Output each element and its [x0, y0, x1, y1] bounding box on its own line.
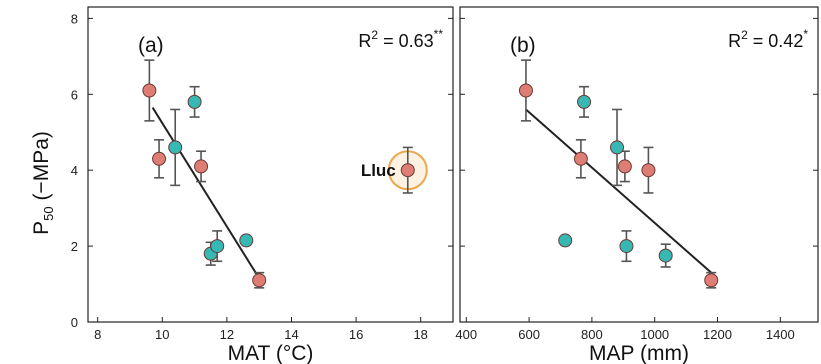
data-point	[210, 239, 225, 254]
r2-label: R2 = 0.63**	[358, 27, 443, 51]
data-point	[619, 239, 634, 254]
data-point	[558, 233, 573, 248]
x-tick-label: 400	[455, 327, 477, 342]
x-tick-label: 14	[284, 327, 298, 342]
x-tick-label: 1400	[766, 327, 795, 342]
x-tick-label: 16	[349, 327, 363, 342]
annotation-label: Lluc	[361, 161, 396, 180]
x-tick-label: 1000	[640, 327, 669, 342]
x-tick-label: 600	[518, 327, 540, 342]
panel-label: (a)	[138, 34, 164, 57]
data-point	[187, 94, 202, 109]
data-point	[573, 151, 588, 166]
data-point	[518, 83, 533, 98]
x-tick-label: 12	[220, 327, 234, 342]
data-point	[194, 159, 209, 174]
data-point	[704, 273, 719, 288]
data-point	[610, 140, 625, 155]
x-axis-title: MAP (mm)	[589, 342, 689, 364]
x-tick-label: 8	[94, 327, 101, 342]
x-axis-title: MAT (°C)	[228, 342, 314, 364]
data-point	[641, 163, 656, 178]
data-point	[168, 140, 183, 155]
x-tick-label: 1200	[703, 327, 732, 342]
data-point	[658, 248, 673, 263]
y-tick-label: 6	[71, 87, 78, 102]
r2-label: R2 = 0.42*	[728, 27, 808, 51]
data-point	[577, 94, 592, 109]
y-tick-label: 8	[71, 11, 78, 26]
fit-line	[525, 108, 712, 274]
panel-label: (b)	[510, 34, 536, 57]
data-point	[400, 163, 415, 178]
plot-frame	[87, 6, 454, 323]
data-point	[617, 159, 632, 174]
y-tick-label: 0	[71, 315, 78, 330]
plot-frame	[459, 6, 819, 323]
x-tick-label: 18	[413, 327, 427, 342]
data-point	[142, 83, 157, 98]
panel-b: 400 600 800 1000 1200 1400 MAP (mm) (b) R2 = 0.4…	[455, 6, 819, 364]
x-tick-label: 800	[581, 327, 603, 342]
data-point	[239, 233, 254, 248]
y-axis-title: P50 (−MPa)	[30, 131, 56, 235]
y-tick-label: 4	[71, 163, 78, 178]
y-tick-label: 2	[71, 239, 78, 254]
panel-a: 8 10 12 14 16 18 0 2 4 6 8 MAT (°C) (a) R2 = 0.63** Ll…	[71, 6, 454, 364]
data-point	[252, 273, 267, 288]
x-tick-label: 10	[155, 327, 169, 342]
fit-line	[151, 107, 261, 279]
data-point	[152, 151, 167, 166]
